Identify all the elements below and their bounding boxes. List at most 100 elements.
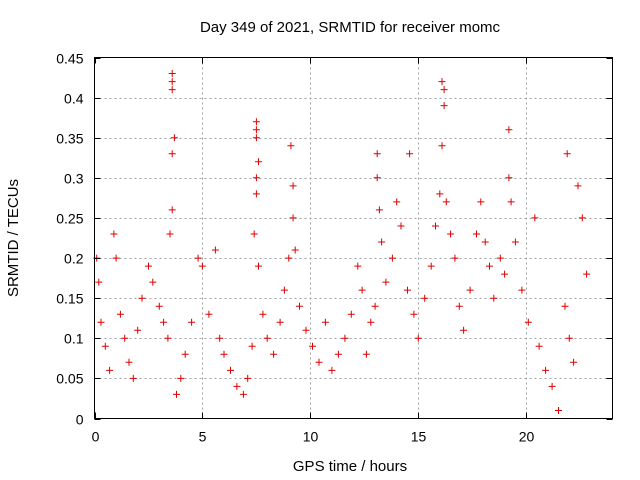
data-point <box>362 350 370 358</box>
data-point <box>561 302 569 310</box>
data-point <box>358 286 366 294</box>
data-point <box>570 358 578 366</box>
data-point <box>255 262 262 270</box>
data-point <box>473 230 480 238</box>
data-point <box>101 342 109 350</box>
data-point <box>505 174 513 182</box>
data-point <box>170 134 178 142</box>
data-point <box>116 310 124 318</box>
y-tick-label: 0.35 <box>56 131 83 147</box>
data-point <box>270 350 278 358</box>
data-point <box>216 334 224 342</box>
data-point <box>524 318 532 326</box>
data-point <box>563 150 571 158</box>
data-point <box>328 366 336 374</box>
data-point <box>442 198 450 206</box>
data-point <box>291 246 299 254</box>
plot-frame <box>94 57 613 419</box>
y-tick-label: 0.3 <box>64 171 84 187</box>
y-tick-label: 0 <box>76 412 84 428</box>
data-point <box>518 286 526 294</box>
data-point <box>296 302 303 310</box>
data-point <box>134 326 142 334</box>
data-point <box>574 182 582 190</box>
data-point <box>252 118 260 126</box>
data-point <box>315 358 323 366</box>
data-point <box>255 158 262 166</box>
y-tick-label: 0.45 <box>56 51 83 67</box>
data-point <box>565 334 573 342</box>
data-point <box>490 294 498 302</box>
data-point <box>583 270 591 278</box>
data-point <box>309 342 316 350</box>
data-point <box>373 174 381 182</box>
x-axis-title: GPS time / hours <box>293 458 407 475</box>
ticks-layer <box>94 57 613 420</box>
data-point <box>388 254 396 262</box>
data-point <box>168 78 176 86</box>
data-point <box>95 278 103 286</box>
data-point <box>289 182 297 190</box>
data-point <box>535 342 543 350</box>
data-point <box>252 190 260 198</box>
data-point <box>168 150 176 158</box>
data-point <box>421 294 429 302</box>
data-point <box>511 238 519 246</box>
data-point <box>451 254 459 262</box>
data-point <box>173 390 180 398</box>
y-axis-title: SRMTID / TECUs <box>5 179 22 297</box>
data-point <box>289 214 297 222</box>
x-tick-label: 20 <box>519 429 535 445</box>
data-point <box>248 342 256 350</box>
data-point <box>155 302 163 310</box>
data-point <box>233 382 241 390</box>
data-point <box>168 70 176 77</box>
data-point <box>375 206 383 214</box>
data-point <box>505 126 513 134</box>
data-point <box>112 254 120 262</box>
data-point <box>486 262 493 270</box>
data-point <box>110 230 118 238</box>
data-point <box>211 246 219 254</box>
data-point <box>125 358 133 366</box>
data-point <box>252 174 260 182</box>
y-tick-label: 0.4 <box>64 91 84 107</box>
data-point <box>542 366 550 374</box>
data-point <box>129 374 137 382</box>
data-point <box>334 350 342 358</box>
data-point <box>280 286 288 294</box>
data-point <box>427 262 435 270</box>
data-point <box>181 350 189 358</box>
data-point <box>414 334 422 342</box>
data-point <box>548 382 556 390</box>
data-point <box>555 407 562 414</box>
data-point <box>404 286 411 294</box>
data-point <box>205 310 213 318</box>
data-point <box>285 254 293 262</box>
data-point <box>347 310 355 318</box>
data-point <box>393 198 401 206</box>
data-point <box>397 222 405 230</box>
y-tick-label: 0.2 <box>64 251 84 267</box>
x-tick-label: 10 <box>303 429 319 445</box>
data-point <box>259 310 267 318</box>
data-point <box>438 78 446 86</box>
data-point <box>198 262 206 270</box>
data-point <box>168 86 176 94</box>
data-point <box>188 318 196 326</box>
data-point <box>578 214 586 222</box>
data-point <box>250 230 258 238</box>
data-point <box>138 294 146 302</box>
data-point <box>455 302 463 310</box>
data-point <box>244 374 252 382</box>
data-point <box>373 150 381 158</box>
data-point <box>496 254 504 262</box>
data-point <box>166 230 174 238</box>
data-point <box>321 318 329 326</box>
data-point <box>354 262 362 270</box>
data-point <box>220 350 228 358</box>
data-point <box>164 334 172 342</box>
chart-title: Day 349 of 2021, SRMTID for receiver mom… <box>200 19 501 36</box>
data-point <box>160 318 168 326</box>
